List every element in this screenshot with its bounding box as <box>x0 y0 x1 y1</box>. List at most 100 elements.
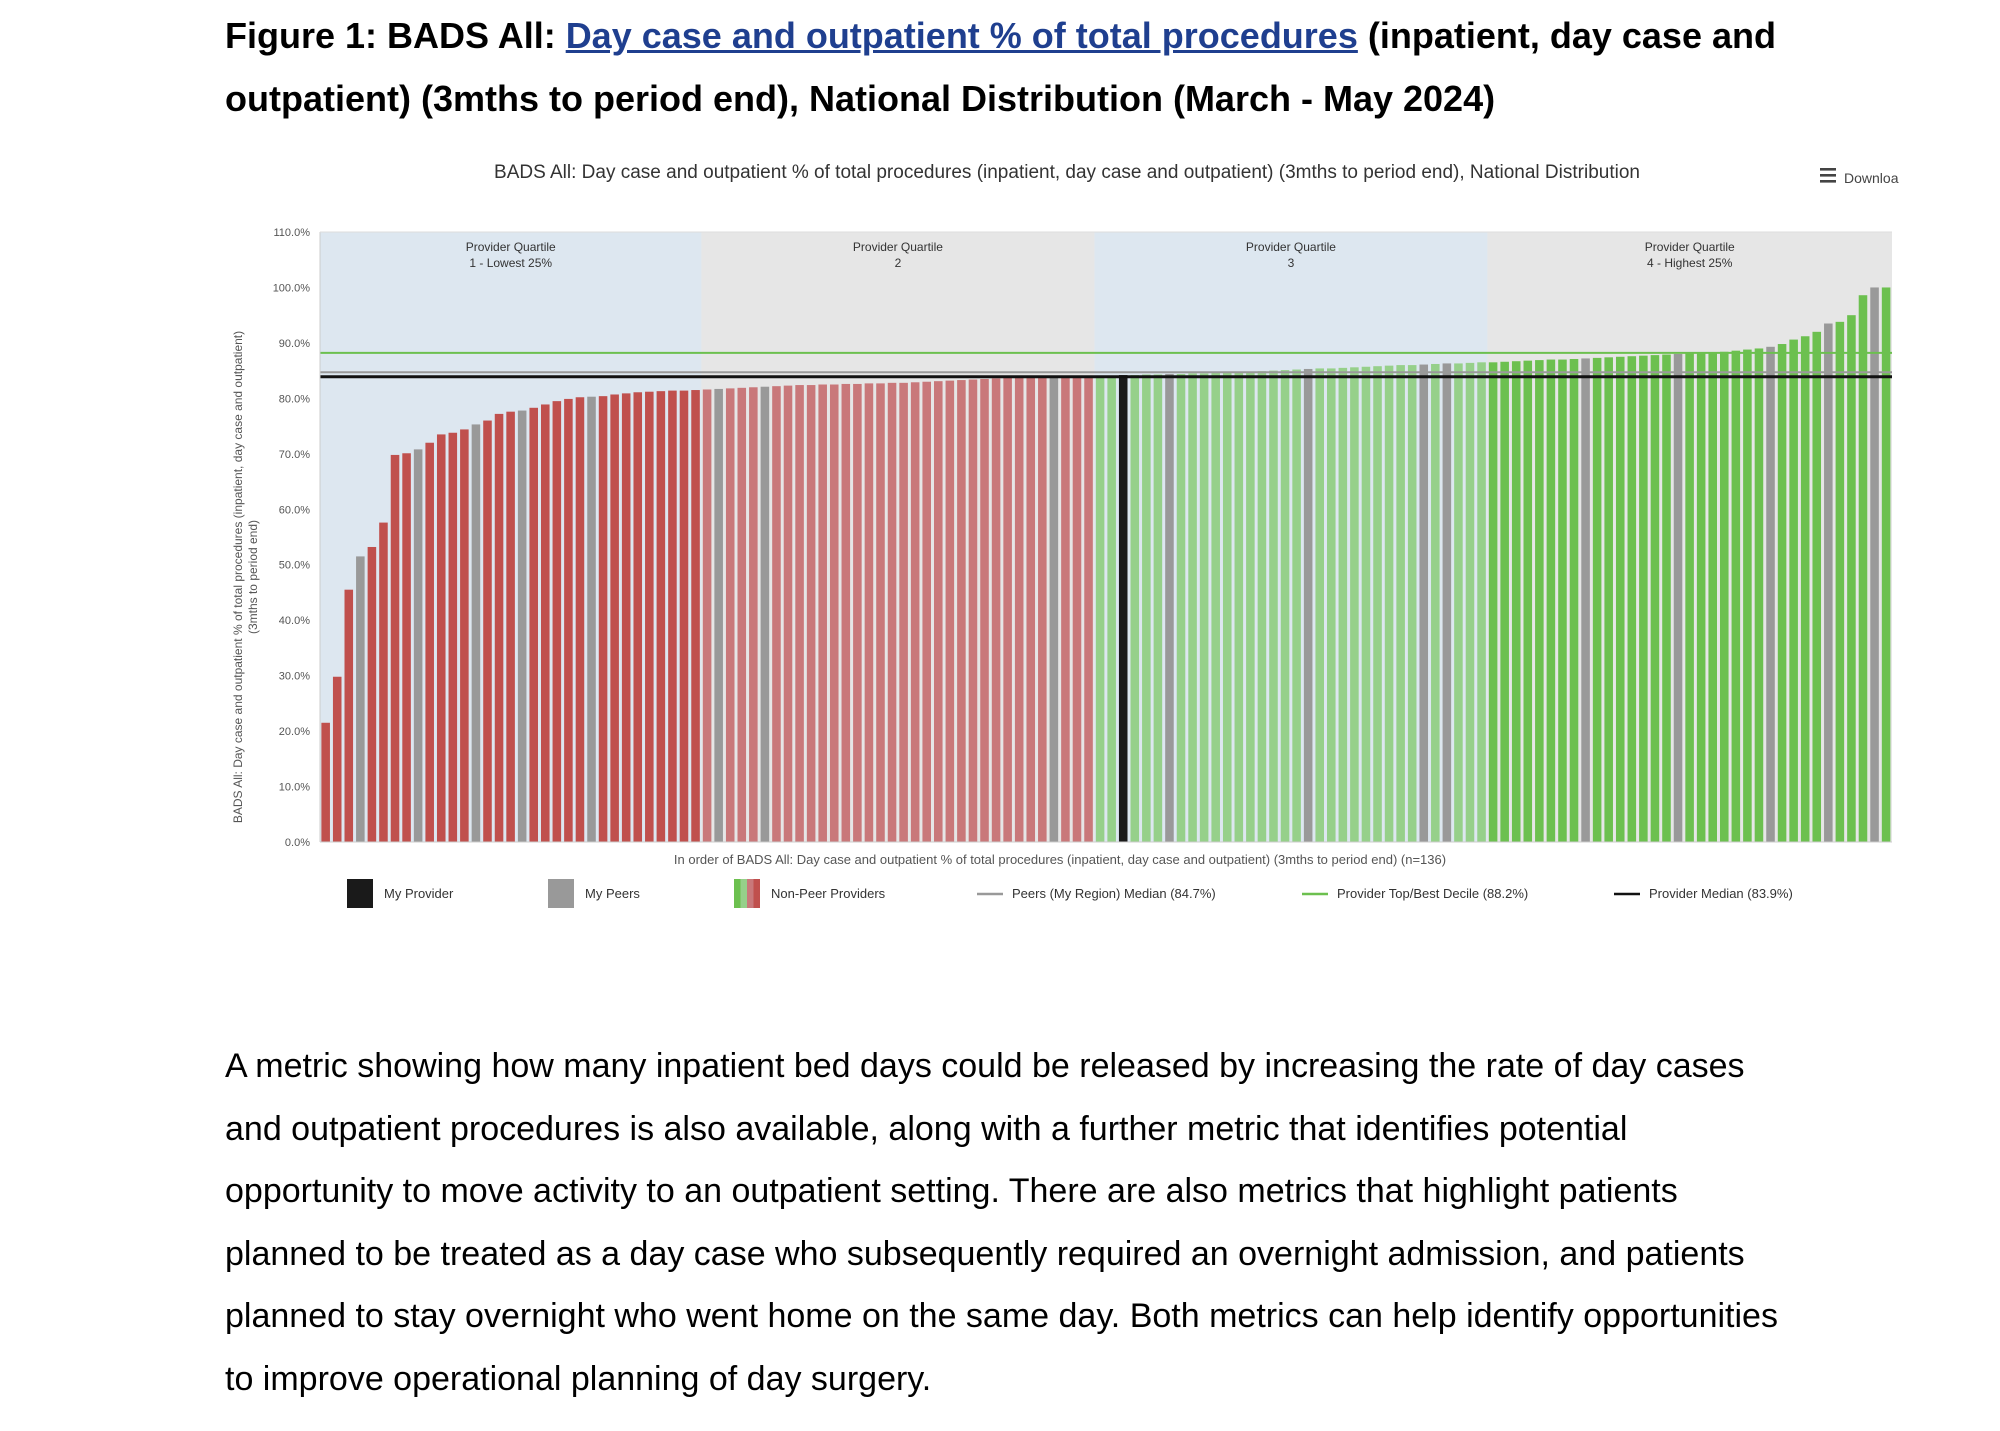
bar-non-peer <box>1084 376 1093 842</box>
legend-swatch-segment <box>747 879 754 908</box>
y-tick-label: 80.0% <box>279 393 310 405</box>
bar-non-peer <box>783 385 793 842</box>
bar-peer <box>1442 363 1452 842</box>
bar-non-peer <box>980 378 989 842</box>
legend-swatch-segment <box>740 879 747 908</box>
bar-peer <box>1824 323 1833 842</box>
quartile-label-1-title: Provider Quartile <box>466 240 556 254</box>
bar-non-peer <box>332 676 342 842</box>
download-menu-button[interactable]: Downloa <box>1820 168 1899 186</box>
bar-non-peer <box>1500 361 1509 842</box>
bar-non-peer <box>1338 367 1348 842</box>
bar-non-peer <box>1003 377 1012 842</box>
bar-non-peer <box>1789 339 1798 842</box>
bar-non-peer <box>899 382 908 842</box>
bar-non-peer <box>506 411 515 842</box>
chart-title: BADS All: Day case and outpatient % of t… <box>494 162 1640 183</box>
bar-non-peer <box>1535 360 1544 842</box>
bar-non-peer <box>436 434 446 842</box>
bar-non-peer <box>1327 368 1336 842</box>
bar-non-peer <box>1292 369 1301 842</box>
bar-non-peer <box>968 379 978 842</box>
figure-title: Figure 1: BADS All: Day case and outpati… <box>225 4 1785 130</box>
bar-non-peer <box>749 387 758 842</box>
y-tick-label: 10.0% <box>279 782 310 794</box>
bar-non-peer <box>1592 357 1602 842</box>
bar-non-peer <box>1038 376 1047 842</box>
bar-non-peer <box>1234 372 1244 842</box>
bar-peer <box>471 424 481 842</box>
bar-non-peer <box>1431 363 1440 842</box>
legend: My Provider My Peers Non-Peer Providers Pee… <box>347 879 1793 908</box>
bar-non-peer <box>1280 370 1290 842</box>
bar-non-peer <box>460 429 469 842</box>
bar-non-peer <box>1130 375 1140 842</box>
bar-non-peer <box>1881 287 1891 842</box>
bar-non-peer <box>1477 362 1486 842</box>
bar-non-peer <box>1407 365 1417 842</box>
bar-non-peer <box>1142 374 1151 842</box>
body-paragraph: A metric showing how many inpatient bed … <box>225 1047 1778 1398</box>
quartile-label-3-title: Provider Quartile <box>1246 240 1336 254</box>
bar-non-peer <box>887 382 897 842</box>
bar-non-peer <box>1026 377 1036 842</box>
bar-non-peer <box>367 546 377 842</box>
bar-non-peer <box>1511 361 1521 842</box>
y-axis-label-line-2: (3mths to period end) <box>246 520 260 634</box>
bar-non-peer <box>702 389 712 842</box>
y-tick-label: 40.0% <box>279 615 310 627</box>
bar-non-peer <box>1095 375 1105 842</box>
y-tick-label: 30.0% <box>279 671 310 683</box>
bar-non-peer <box>1569 358 1579 842</box>
bar-non-peer <box>1627 356 1637 842</box>
bar-non-peer <box>1454 363 1463 842</box>
bar-non-peer <box>390 454 400 842</box>
bar-non-peer <box>1384 365 1394 842</box>
bar-non-peer <box>910 382 920 842</box>
bar-non-peer <box>1696 352 1706 842</box>
bar-non-peer <box>1639 355 1648 842</box>
y-axis-label-line-1: BADS All: Day case and outpatient % of t… <box>231 331 245 823</box>
bar-non-peer <box>1153 374 1163 842</box>
figure-title-link[interactable]: Day case and outpatient % of total proce… <box>565 15 1358 56</box>
bar-non-peer <box>633 392 643 842</box>
bar-non-peer <box>1523 360 1533 842</box>
bar-non-peer <box>1685 353 1694 842</box>
bar-non-peer <box>668 390 677 842</box>
bar-peer <box>1419 364 1429 842</box>
bar-non-peer <box>1188 373 1197 842</box>
bar-non-peer <box>1061 376 1070 842</box>
bar-non-peer <box>1558 359 1567 842</box>
bar-non-peer <box>1847 315 1856 842</box>
y-tick-label: 110.0% <box>274 227 311 239</box>
bar-non-peer <box>1257 371 1267 842</box>
quartile-band-3 <box>1094 232 1488 842</box>
bar-non-peer <box>1800 336 1810 842</box>
bar-non-peer <box>1269 370 1278 842</box>
bar-non-peer <box>1465 362 1475 842</box>
bar-non-peer <box>1246 371 1255 842</box>
legend-label-non-peer-providers: Non-Peer Providers <box>771 886 886 901</box>
quartile-band-2 <box>701 232 1095 842</box>
quartile-label-1-subtitle: 1 - Lowest 25% <box>469 256 552 270</box>
bar-non-peer <box>1373 366 1382 842</box>
figure-title-suffix: (inpatient, day case and outpatient) (3m… <box>225 15 1776 119</box>
legend-swatch-my-peers <box>548 879 574 908</box>
bar-non-peer <box>321 722 330 842</box>
y-tick-label: 100.0% <box>273 282 311 294</box>
quartile-label-4-title: Provider Quartile <box>1645 240 1735 254</box>
bar-non-peer <box>483 420 492 842</box>
bar-non-peer <box>529 407 538 842</box>
bar-non-peer <box>876 383 885 842</box>
legend-label-my-provider: My Provider <box>384 886 454 901</box>
bar-non-peer <box>922 381 931 842</box>
quartile-labels: Provider Quartile 1 - Lowest 25% Provider … <box>466 240 1735 270</box>
bar-non-peer <box>1708 352 1717 842</box>
bar-peer <box>413 449 423 842</box>
reference-lines <box>320 351 1892 379</box>
bar-non-peer <box>1211 372 1220 842</box>
hamburger-menu-icon <box>1820 168 1836 183</box>
bar-peer <box>1870 287 1879 842</box>
bar-peer <box>1303 368 1313 842</box>
bar-non-peer <box>1754 348 1764 842</box>
